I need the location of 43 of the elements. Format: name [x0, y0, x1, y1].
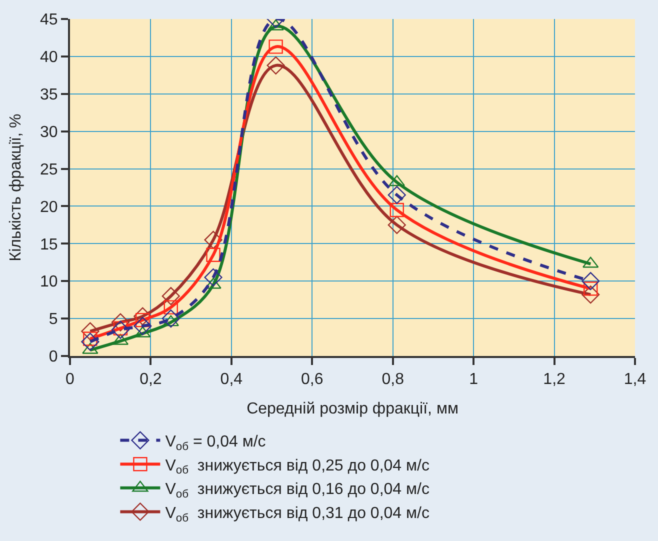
point [164, 300, 178, 314]
y-tick-label: 45 [40, 12, 58, 29]
x-tick-label: 0,6 [301, 371, 324, 388]
point [268, 40, 283, 54]
point [134, 307, 152, 326]
point [81, 322, 100, 340]
point [582, 286, 600, 304]
point [390, 202, 404, 218]
y-tick-label: 10 [40, 274, 58, 291]
y-axis-title: Кількість фракції, % [7, 114, 24, 262]
x-tick-label: 0,4 [220, 371, 243, 388]
x-tick-label: 1,4 [624, 371, 646, 388]
point [204, 230, 222, 249]
point [582, 272, 600, 290]
legend-label: V$_{об}$ знижується від 0,31 до 0,04 м/с [165, 504, 430, 524]
point [111, 313, 130, 332]
point [162, 310, 180, 328]
x-tick-label: 1,2 [543, 371, 566, 388]
y-tick-label: 15 [40, 236, 58, 254]
y-tick-label: 0 [48, 348, 58, 366]
point [206, 248, 220, 262]
point [204, 268, 222, 286]
x-tick-label: 0 [66, 371, 75, 388]
y-tick-label: 35 [40, 86, 58, 104]
x-tick-label: 0,2 [140, 371, 162, 388]
point [134, 316, 152, 336]
y-tick-label: 5 [48, 311, 58, 328]
point [388, 216, 406, 234]
point [266, 56, 285, 74]
legend-label: V$_{об}$ знижується від 0,25 до 0,04 м/с [165, 457, 430, 477]
point [388, 186, 406, 204]
y-tick-label: 30 [40, 124, 58, 141]
legend-label: V$_{об}$ = 0,04 м/с [165, 434, 266, 453]
y-tick-label: 40 [40, 49, 58, 66]
point [162, 287, 180, 306]
y-tick-label: 20 [40, 198, 58, 216]
x-tick-label: 1 [469, 371, 478, 388]
point [81, 332, 100, 351]
point [111, 320, 130, 339]
y-tick-label: 25 [40, 161, 58, 178]
x-axis-title: Середній розмір фракції, мм [246, 400, 458, 418]
x-tick-label: 0,8 [382, 371, 404, 388]
legend-label: V$_{об}$ знижується від 0,16 до 0,04 м/с [165, 481, 430, 500]
